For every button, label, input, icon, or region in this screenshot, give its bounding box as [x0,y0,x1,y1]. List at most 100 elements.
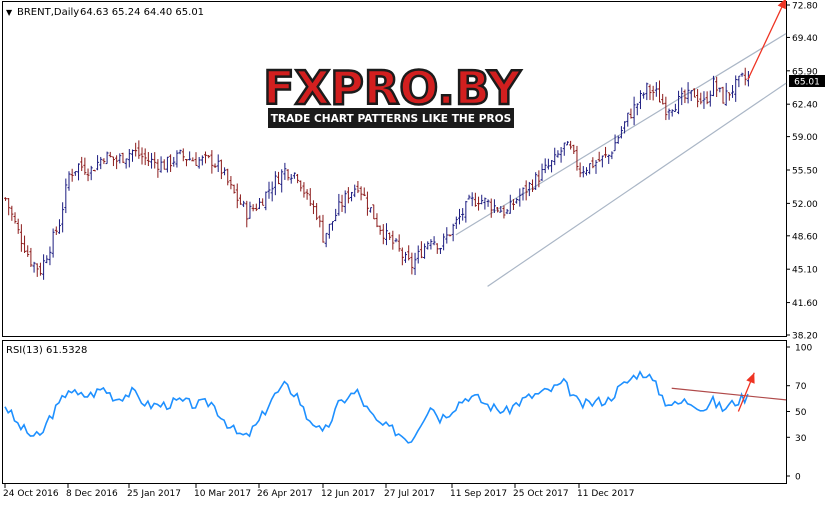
ohlc-bar [635,103,639,116]
ohlc-bar [111,156,115,167]
ohlc-bar [289,174,293,184]
ohlc-bar [115,155,119,170]
ohlc-bar [502,205,506,219]
ohlc-bar [597,151,601,162]
ohlc-bar [134,142,138,157]
rsi-line [4,370,749,444]
ohlc-bar [607,154,611,164]
ohlc-bar [340,194,344,212]
ohlc-bar [153,152,157,169]
ohlc-bar [677,90,681,115]
ohlc-bar [29,247,33,268]
ohlc-bar [334,208,338,222]
ohlc-bar [372,204,376,220]
ohlc-bar [188,151,192,161]
ohlc-bar [473,192,477,207]
ohlc-bar [613,134,617,152]
ohlc-bars [4,67,750,280]
price-panel-frame [2,1,787,337]
rsi-tick-label: 30 [795,434,807,444]
ohlc-bar [165,156,169,173]
ohlc-bar [715,76,719,98]
ohlc-bar [556,150,560,158]
ohlc-bar [99,156,103,170]
ohlc-bar [619,126,623,139]
ohlc-bar [324,232,328,248]
ohlc-bar [629,108,633,119]
ohlc-bar [89,165,93,181]
ohlc-bar [737,75,741,88]
price-arrow-mark [747,0,786,80]
price-forecast-arrow [747,0,786,80]
ohlc-bar [19,224,23,252]
ohlc-bar [7,198,11,216]
ohlc-bar [461,208,465,221]
ohlc-bar [480,194,484,205]
ohlc-bar [273,171,277,196]
ohlc-bar [496,206,500,213]
ohlc-bar [442,233,446,251]
ohlc-bar [184,159,188,167]
ohlc-bar [642,92,646,99]
ohlc-bar [254,203,258,212]
ohlc-bar [708,90,712,107]
ohlc-bar [464,200,468,223]
ohlc-bar [175,150,179,168]
ohlc-bar [604,146,608,158]
ohlc-bar [600,155,604,168]
channel-line [487,82,787,287]
ohlc-bar [280,169,284,193]
rsi-title: RSI(13) 61.5328 [6,345,87,356]
ohlc-bar [200,155,204,166]
rsi-line-group [4,370,749,444]
ohlc-bar [588,163,592,175]
ohlc-bar [213,163,217,168]
ohlc-bar [242,200,246,208]
ohlc-bar [559,147,563,163]
price-tick-label: 62.40 [792,101,818,111]
price-tick-label: 72.80 [792,2,818,12]
ohlc-bar [645,82,649,101]
ohlc-bar [73,171,77,176]
fxpro-logo: FXPRO.BY TRADE CHART PATTERNS LIKE THE P… [262,60,523,128]
ohlc-bar [540,163,544,181]
price-tick-label: 59.00 [792,133,818,143]
ohlc-bar [57,219,61,234]
ohlc-bar [267,181,271,199]
ohlc-bar [311,200,315,215]
ohlc-bar [683,89,687,104]
ohlc-bar [575,145,579,171]
price-tick-label: 69.40 [792,34,818,44]
time-tick-label: 12 Jun 2017 [321,489,375,499]
ohlc-bar [162,159,166,170]
ohlc-bar [527,181,531,197]
ohlc-bar [378,225,382,235]
ohlc-bar [105,151,109,165]
ohlc-bar [632,96,636,126]
ohlc-bar [124,158,128,169]
ohlc-bar [172,156,176,167]
ohlc-bar [362,187,366,197]
triangle-down-icon[interactable]: ▼ [6,8,13,17]
rsi-trendline-mark [671,387,787,401]
ohlc-bar [537,170,541,188]
ohlc-bar [292,172,296,179]
ohlc-bar [638,90,642,110]
ohlc-bar [381,224,385,245]
rsi-tick-label: 50 [795,408,807,418]
ohlc-bar [515,198,519,204]
ohlc-bar [546,158,550,170]
ohlc-bar [397,234,401,252]
rsi-tick-label: 70 [795,382,807,392]
ohlc-bar [375,213,379,228]
ohlc-bar [407,245,411,261]
ohlc-bar [572,144,576,155]
ohlc-bar [121,152,125,163]
price-axis: 72.80 69.40 65.90 62.40 59.00 55.50 52.00 48.60… [786,2,818,342]
ohlc-bar [384,223,388,246]
ohlc-bar [486,199,490,207]
time-tick-label: 11 Sep 2017 [450,489,507,499]
ohlc-bar [32,261,36,273]
ohlc-bar [178,149,182,155]
ohlc-bar [654,82,658,97]
